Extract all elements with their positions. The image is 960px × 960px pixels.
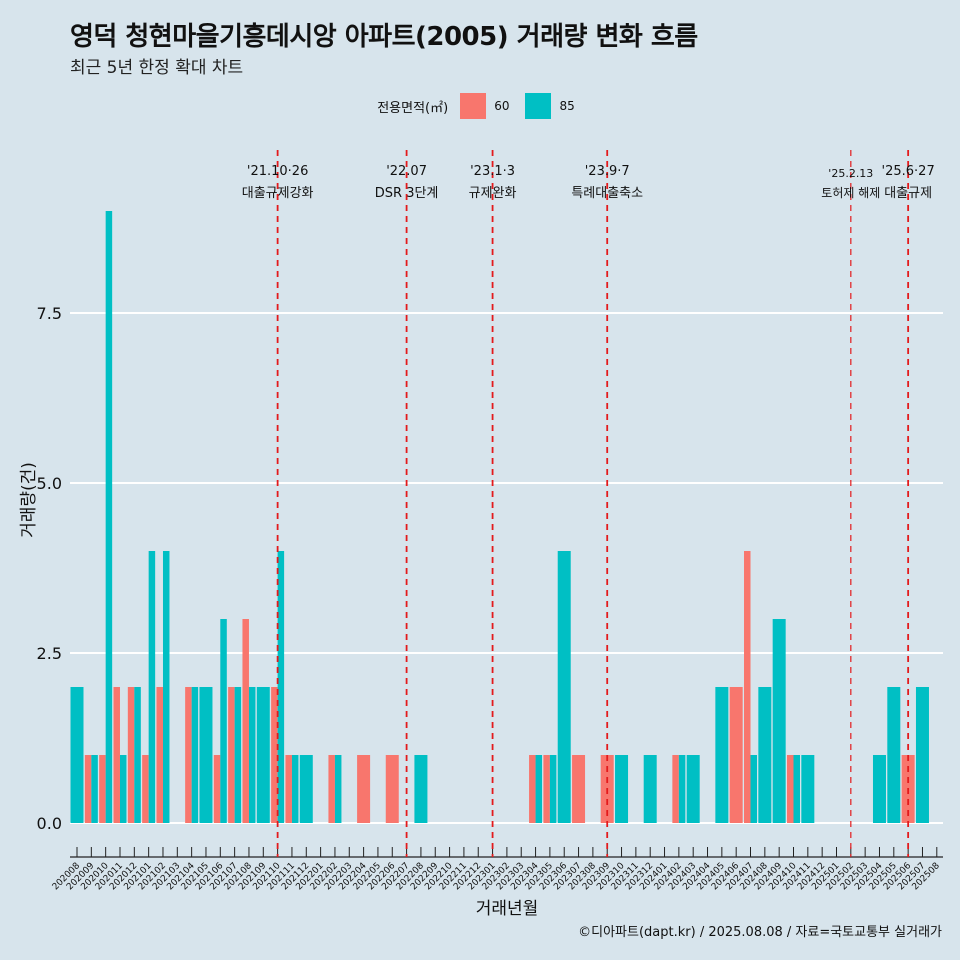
bar-85 xyxy=(119,755,127,823)
bar-85 xyxy=(793,755,800,823)
bar-60 xyxy=(572,755,586,823)
bar-85 xyxy=(234,687,242,823)
bar-85 xyxy=(299,755,313,823)
bar-85 xyxy=(872,755,886,823)
bar-60 xyxy=(213,755,221,823)
bar-85 xyxy=(557,551,571,823)
bar-85 xyxy=(686,755,700,823)
bar-85 xyxy=(801,755,815,823)
bar-85 xyxy=(334,755,342,823)
bar-85 xyxy=(758,687,772,823)
x-axis-title: 거래년월 xyxy=(476,899,539,919)
event-date-label: '22.07 xyxy=(386,164,427,179)
bar-60 xyxy=(285,755,292,823)
y-tick-label: 7.5 xyxy=(37,304,62,323)
bar-85 xyxy=(887,687,901,823)
bar-85 xyxy=(199,687,213,823)
bar-60 xyxy=(357,755,371,823)
bar-85 xyxy=(248,687,256,823)
event-desc-label: 대출규제 xyxy=(884,186,932,201)
event-desc-label: 특례대출축소 xyxy=(571,186,643,201)
bar-85 xyxy=(70,687,84,823)
bar-85 xyxy=(549,755,557,823)
event-date-label: '25.6·27 xyxy=(882,164,935,179)
bar-85 xyxy=(105,211,113,823)
bar-85 xyxy=(414,755,428,823)
bar-60 xyxy=(185,687,192,823)
bar-60 xyxy=(328,755,335,823)
bar-60 xyxy=(84,755,92,823)
bar-85 xyxy=(191,687,199,823)
bar-85 xyxy=(535,755,543,823)
bar-60 xyxy=(156,687,163,823)
bar-85 xyxy=(148,551,156,823)
event-date-label: '23.9·7 xyxy=(585,164,630,179)
source-caption: ©디아파트(dapt.kr) / 2025.08.08 / 자료=국토교통부 실… xyxy=(578,925,942,940)
legend-title: 전용면적(㎡) xyxy=(377,100,449,116)
legend-swatch-60 xyxy=(460,93,487,119)
bar-85 xyxy=(915,687,929,823)
bar-60 xyxy=(385,755,399,823)
bar-85 xyxy=(134,687,141,823)
legend-label-60: 60 xyxy=(494,99,510,113)
y-axis-title: 거래량(건) xyxy=(19,462,39,538)
bar-85 xyxy=(615,755,629,823)
event-desc-label: 규제완화 xyxy=(469,186,517,201)
bar-85 xyxy=(715,687,729,823)
bar-60 xyxy=(729,687,743,823)
y-tick-label: 2.5 xyxy=(37,644,62,663)
chart-subtitle: 최근 5년 한정 확대 차트 xyxy=(70,58,244,78)
bar-85 xyxy=(678,755,686,823)
bar-85 xyxy=(750,755,758,823)
bar-60 xyxy=(271,687,278,823)
bar-60 xyxy=(113,687,120,823)
y-tick-label: 5.0 xyxy=(37,474,62,493)
bar-60 xyxy=(744,551,751,823)
bar-60 xyxy=(672,755,679,823)
chart-title: 영덕 청현마을기흥데시앙 아파트(2005) 거래량 변화 흐름 xyxy=(70,22,698,52)
bar-85 xyxy=(643,755,657,823)
legend: 전용면적(㎡) 60 85 xyxy=(0,93,960,119)
bar-60 xyxy=(142,755,149,823)
bar-60 xyxy=(99,755,106,823)
legend-label-85: 85 xyxy=(559,99,575,113)
bar-85 xyxy=(91,755,98,823)
event-date-label: '25.2.13 xyxy=(828,167,873,180)
bar-60 xyxy=(529,755,536,823)
bar-85 xyxy=(277,551,285,823)
bar-85 xyxy=(162,551,170,823)
event-date-label: '23.1·3 xyxy=(470,164,515,179)
bar-85 xyxy=(772,619,786,823)
bar-60 xyxy=(127,687,135,823)
bar-85 xyxy=(220,619,227,823)
bar-85 xyxy=(256,687,270,823)
event-date-label: '21.10·26 xyxy=(247,164,308,179)
event-desc-label: 대출규제강화 xyxy=(242,186,314,201)
bar-60 xyxy=(242,619,249,823)
bar-60 xyxy=(787,755,794,823)
bar-85 xyxy=(291,755,299,823)
bar-60 xyxy=(543,755,550,823)
y-tick-label: 0.0 xyxy=(37,814,62,833)
event-desc-label: DSR 3단계 xyxy=(375,186,439,201)
bar-60 xyxy=(228,687,235,823)
legend-swatch-85 xyxy=(525,93,552,119)
event-desc-label: 토허제 해제 xyxy=(821,186,880,200)
